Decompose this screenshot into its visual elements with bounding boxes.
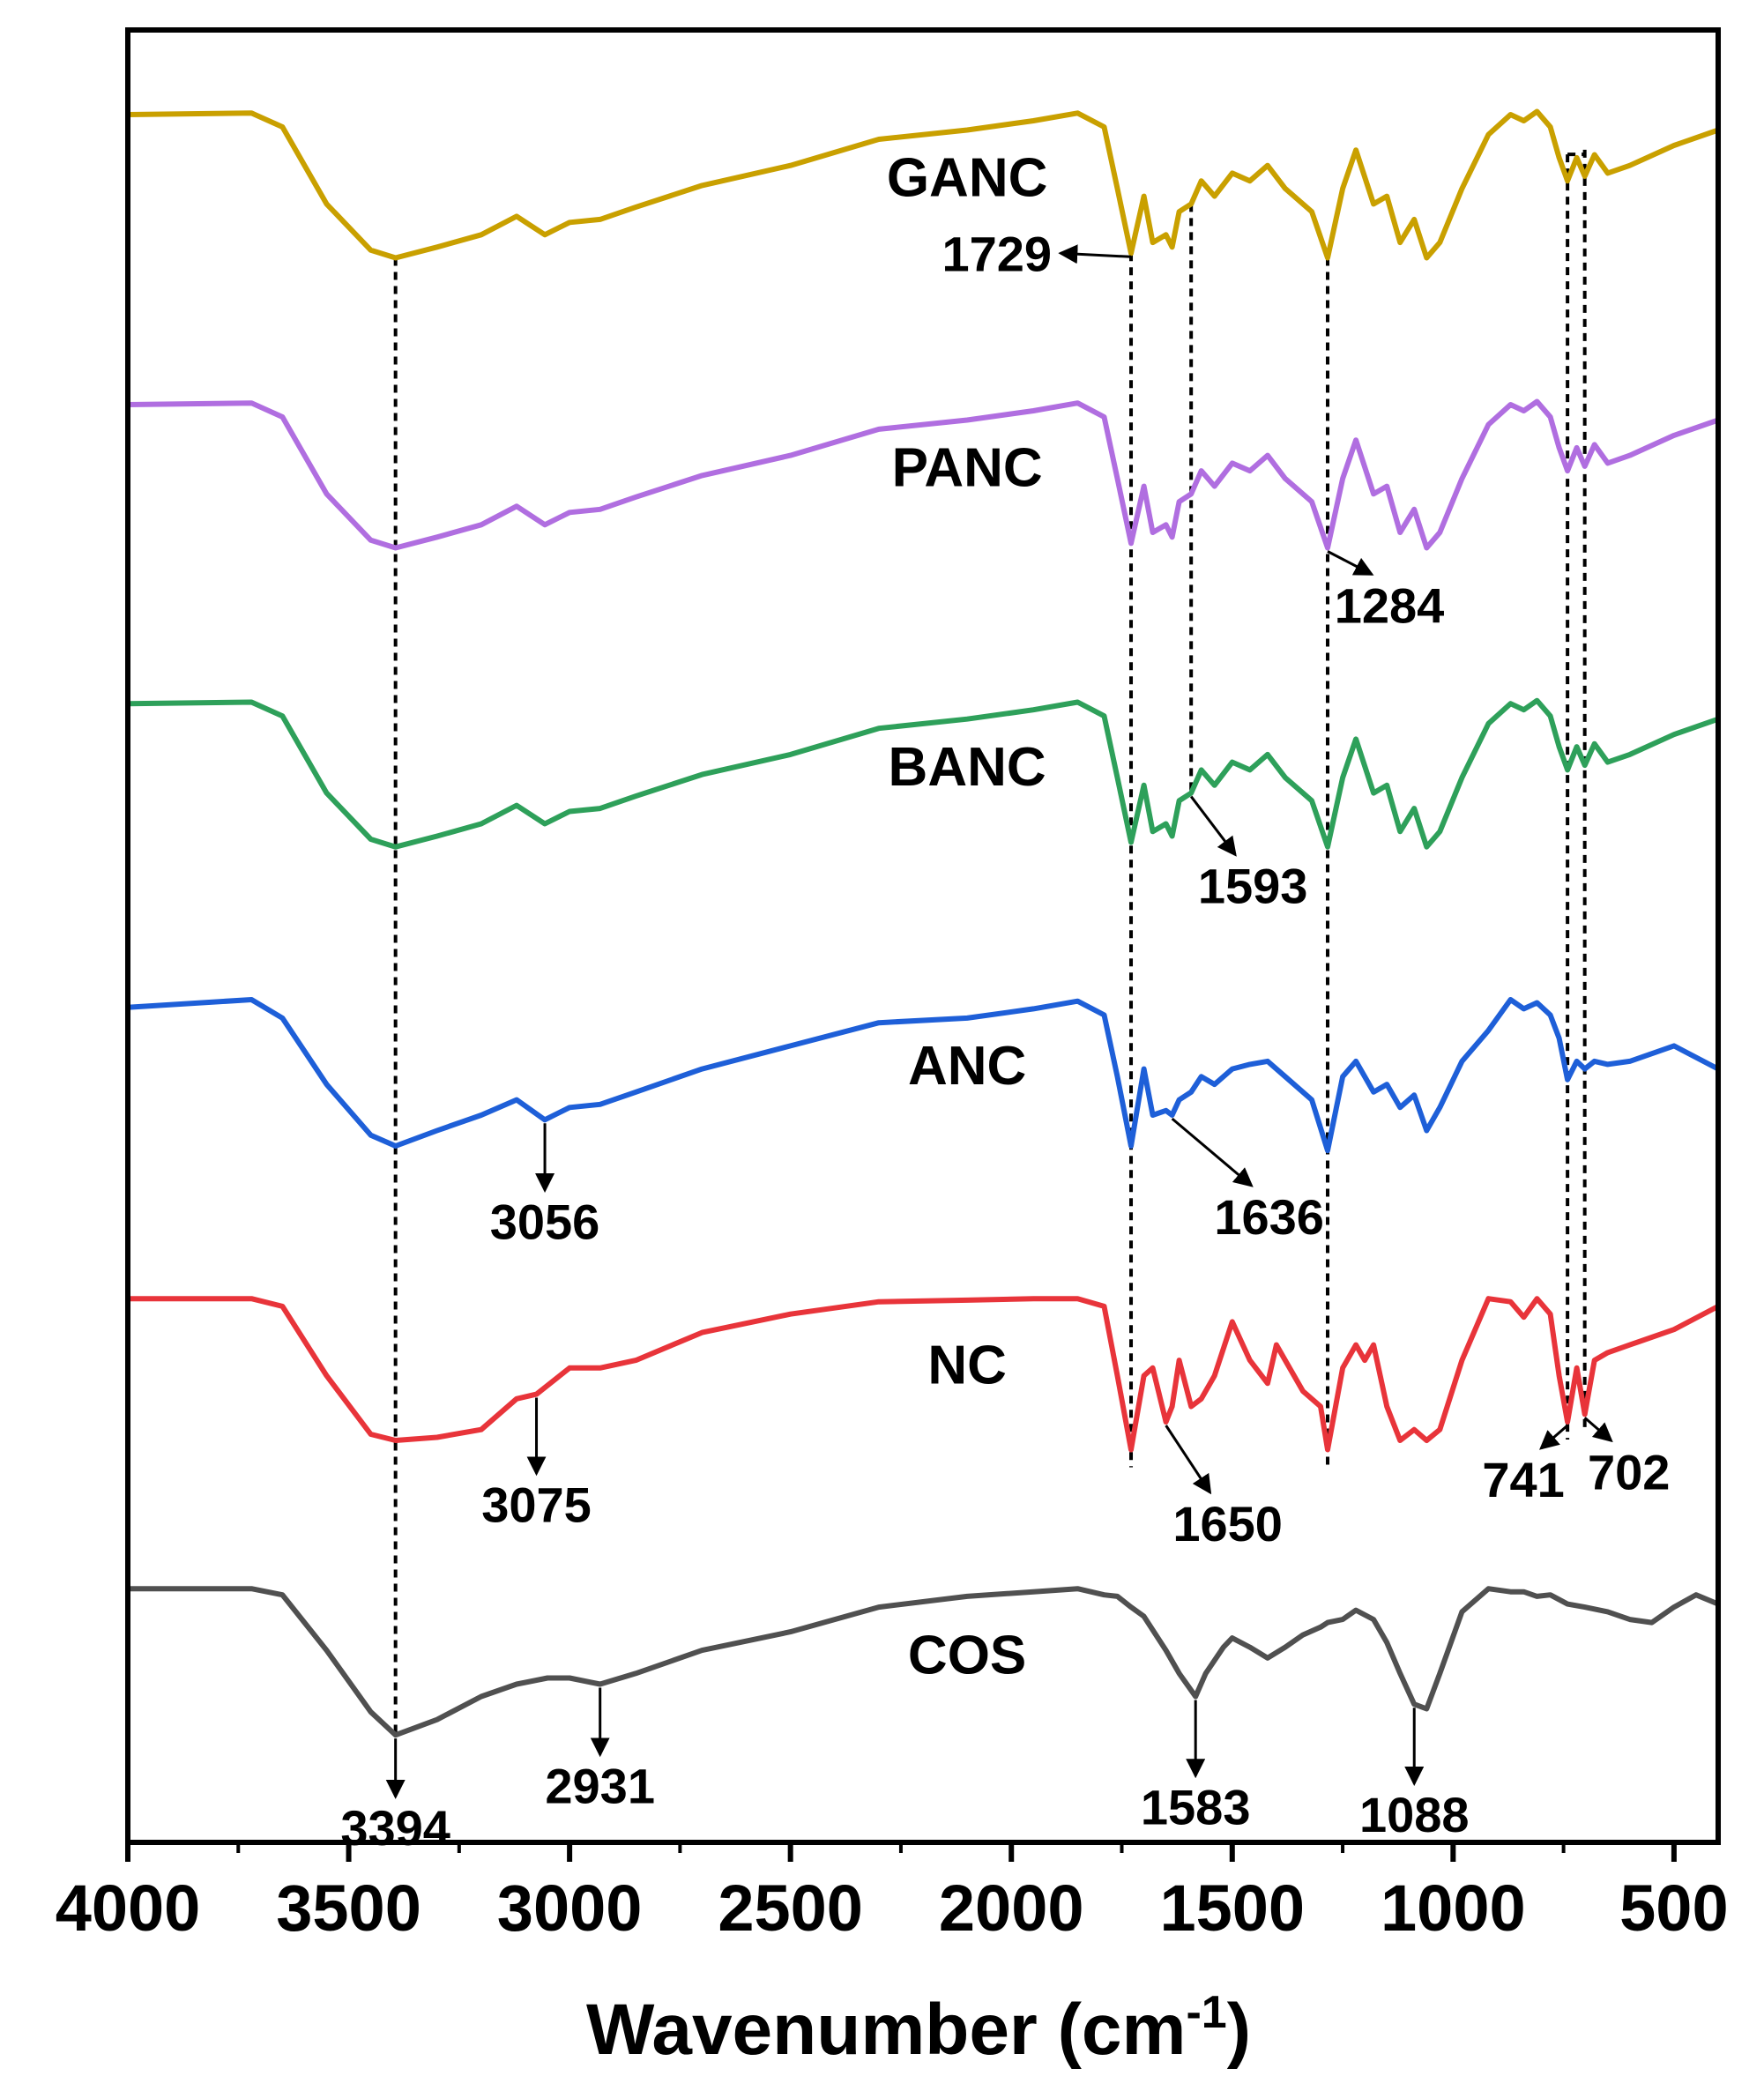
x-tick-label-4000: 4000 — [56, 1871, 201, 1945]
sample-labels: GANC PANC BANC ANC NC COS — [887, 148, 1048, 1686]
series-nc — [128, 1296, 1720, 1453]
x-tick-label-1500: 1500 — [1159, 1871, 1305, 1945]
peak-arrow-1729 — [1058, 244, 1132, 264]
x-axis-title-superscript: -1 — [1186, 1987, 1226, 2038]
series-label-cos: COS — [908, 1625, 1026, 1685]
peak-arrow-741 — [1539, 1424, 1569, 1450]
series-label-banc: BANC — [889, 737, 1046, 798]
x-tick-label-500: 500 — [1619, 1871, 1728, 1945]
series-anc — [127, 997, 1720, 1154]
x-axis: 4000 3500 3000 2500 2000 1500 1000 500 — [56, 1842, 1729, 1945]
peak-arrow-702 — [1583, 1417, 1613, 1443]
series-banc — [127, 697, 1719, 850]
peak-arrow-1650 — [1165, 1425, 1212, 1495]
x-tick-label-2000: 2000 — [939, 1871, 1084, 1945]
x-tick-label-2500: 2500 — [718, 1871, 863, 1945]
peak-label-702: 702 — [1588, 1444, 1670, 1499]
peak-label-1729: 1729 — [942, 226, 1052, 281]
peak-label-741: 741 — [1482, 1452, 1564, 1507]
x-axis-title-close: ) — [1227, 1990, 1251, 2070]
series-ganc — [127, 108, 1719, 261]
peak-arrow-1284 — [1327, 550, 1374, 576]
peak-label-1284: 1284 — [1335, 578, 1445, 634]
spectra — [127, 108, 1720, 1738]
peak-label-3056: 3056 — [490, 1194, 600, 1249]
plot-frame — [125, 27, 1721, 1845]
peak-label-3075: 3075 — [481, 1477, 592, 1533]
peak-label-1650: 1650 — [1172, 1496, 1283, 1551]
series-label-panc: PANC — [892, 438, 1043, 499]
peak-label-2931: 2931 — [545, 1759, 655, 1814]
peak-arrow-1593 — [1189, 795, 1237, 857]
peak-label-1088: 1088 — [1359, 1787, 1470, 1842]
x-axis-title-main: Wavenumber (cm — [586, 1990, 1186, 2070]
series-label-anc: ANC — [908, 1036, 1026, 1097]
series-cos — [128, 1586, 1720, 1738]
x-tick-label-3500: 3500 — [276, 1871, 421, 1945]
series-label-ganc: GANC — [887, 148, 1048, 209]
x-tick-label-1000: 1000 — [1381, 1871, 1526, 1945]
peak-label-1593: 1593 — [1198, 859, 1308, 914]
x-axis-title: Wavenumber (cm-1) — [586, 1987, 1251, 2070]
series-label-nc: NC — [927, 1335, 1007, 1395]
peak-label-3394: 3394 — [340, 1800, 450, 1856]
peak-label-1636: 1636 — [1214, 1189, 1324, 1245]
reference-lines — [393, 149, 1587, 1736]
peak-label-1583: 1583 — [1141, 1779, 1251, 1834]
x-tick-label-3000: 3000 — [497, 1871, 643, 1945]
peak-annotations: 3394 2931 3075 3056 1729 1284 1593 1636 1650 741 7… — [340, 226, 1670, 1856]
series-panc — [127, 398, 1719, 551]
peak-arrow-1636 — [1171, 1117, 1254, 1187]
